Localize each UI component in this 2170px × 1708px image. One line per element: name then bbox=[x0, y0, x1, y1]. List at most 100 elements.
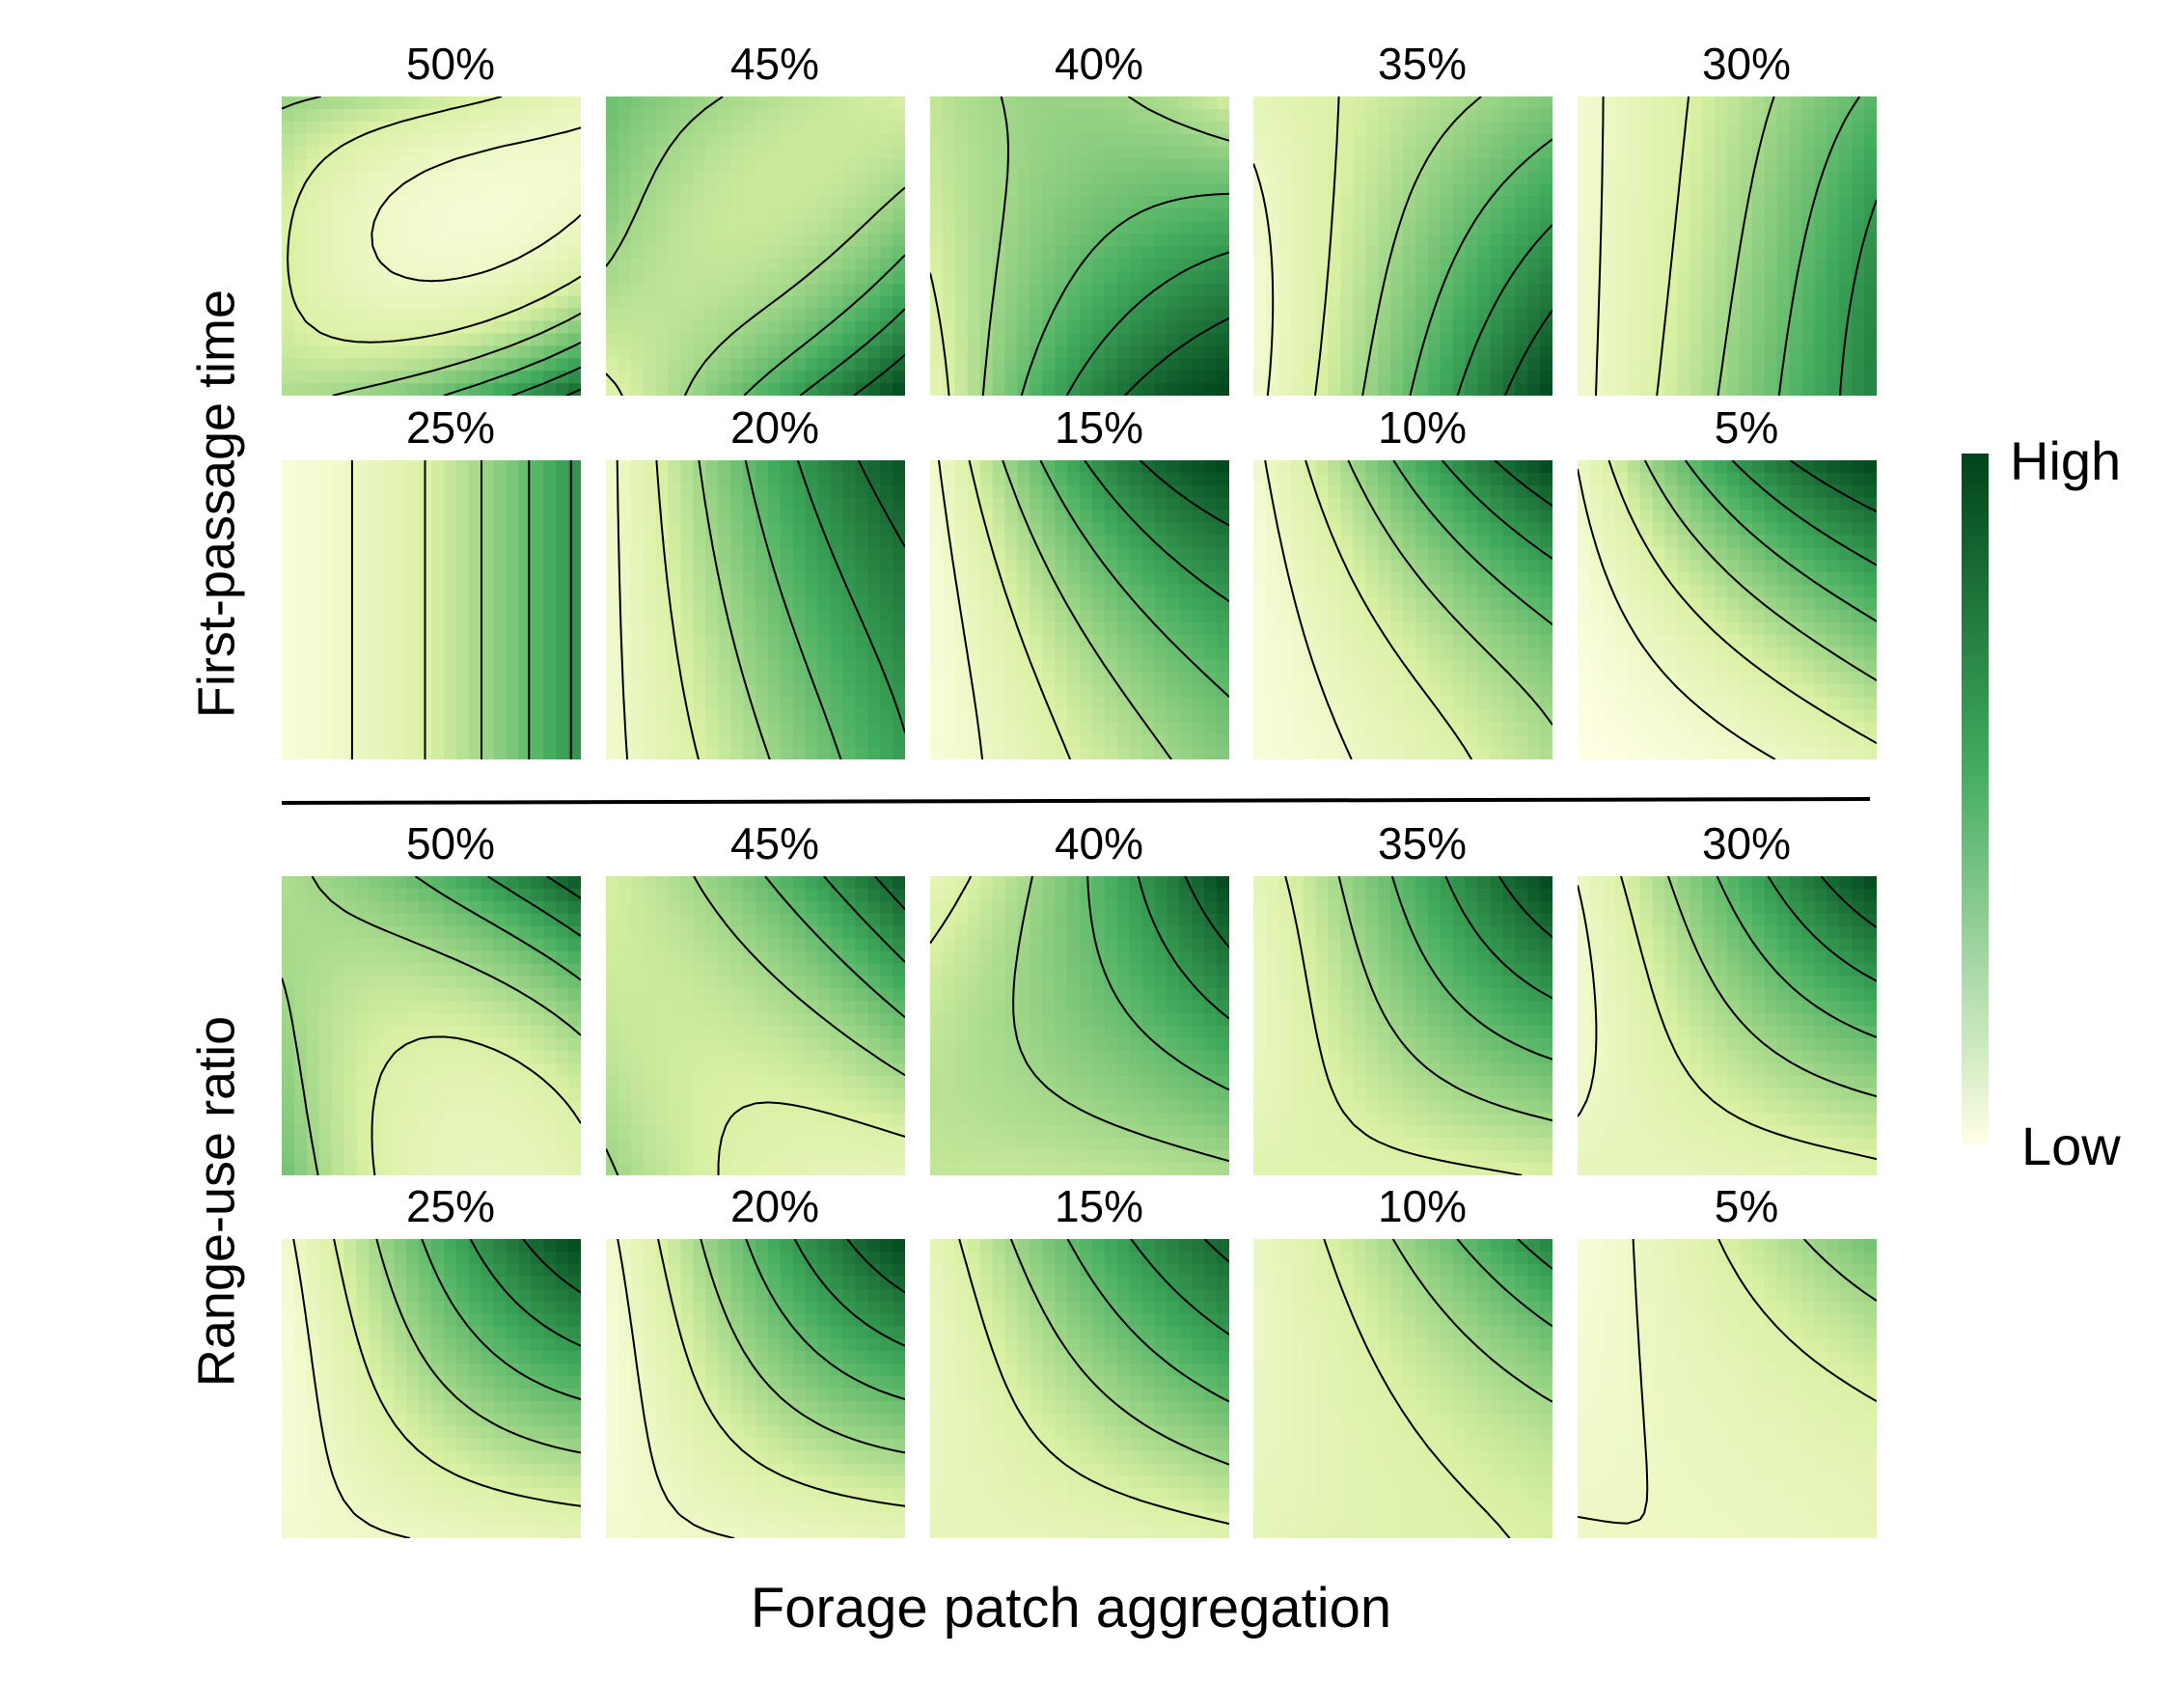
heatmap-panel: 50% bbox=[282, 818, 581, 1175]
contour-line bbox=[745, 1239, 905, 1401]
heatmap-panel: 35% bbox=[1253, 818, 1552, 1175]
heatmap-cells bbox=[1253, 876, 1552, 1175]
panel-title: 45% bbox=[730, 818, 819, 868]
contour-line bbox=[846, 1239, 905, 1294]
heatmap-panel: 15% bbox=[930, 402, 1229, 759]
contour-line bbox=[333, 1239, 581, 1507]
panel-title: 10% bbox=[1378, 402, 1467, 453]
contour-line bbox=[1441, 460, 1552, 560]
contour-line bbox=[511, 366, 581, 396]
contour-line bbox=[1392, 460, 1552, 626]
group-separator-line bbox=[281, 797, 1871, 805]
panel-title: 40% bbox=[1055, 818, 1143, 868]
heatmap-panel: 25% bbox=[282, 402, 581, 759]
contour-line bbox=[1820, 876, 1877, 929]
heatmap-panel: 25% bbox=[282, 1181, 581, 1538]
contour-line bbox=[1390, 876, 1552, 1061]
heatmap-cells bbox=[1253, 1239, 1552, 1538]
panel-title: 5% bbox=[1715, 402, 1778, 453]
contour-line bbox=[799, 308, 905, 396]
heatmap-cells bbox=[1578, 1239, 1877, 1538]
contour-line bbox=[1323, 1239, 1511, 1538]
contour-line bbox=[1347, 460, 1552, 726]
contour-line bbox=[958, 1239, 1229, 1526]
heatmap-cells bbox=[1253, 96, 1552, 396]
contour-line bbox=[1607, 460, 1877, 744]
contour-line bbox=[1264, 460, 1353, 759]
contour-line bbox=[617, 1239, 735, 1538]
heatmap-panel: 40% bbox=[930, 39, 1229, 396]
contour-line bbox=[1139, 460, 1229, 527]
contour-line bbox=[698, 460, 771, 759]
contour-line bbox=[1456, 224, 1552, 396]
contour-line bbox=[1717, 1239, 1877, 1402]
panel-title: 25% bbox=[406, 1181, 495, 1231]
contour-line bbox=[1666, 876, 1877, 1098]
contour-line bbox=[1184, 876, 1229, 949]
heatmap-cells bbox=[606, 1239, 905, 1538]
contour-line bbox=[1444, 876, 1552, 1000]
heatmap-panel: 30% bbox=[1578, 818, 1877, 1175]
contour-line bbox=[565, 388, 581, 396]
contour-line bbox=[823, 876, 905, 963]
contour-line bbox=[1717, 96, 1775, 396]
heatmap-panel: 45% bbox=[606, 818, 905, 1175]
heatmap-panel: 10% bbox=[1253, 1181, 1552, 1538]
contour-line bbox=[486, 876, 581, 937]
contour-line bbox=[1716, 876, 1877, 1038]
contour-line bbox=[1020, 192, 1229, 396]
panel-title: 20% bbox=[730, 1181, 819, 1231]
heatmap-panel: 20% bbox=[606, 402, 905, 759]
heatmap-panel: 20% bbox=[606, 1181, 905, 1538]
heatmap-cells bbox=[282, 460, 581, 759]
contour-line bbox=[981, 96, 1229, 396]
contour-line bbox=[657, 1239, 905, 1507]
contour-line bbox=[522, 1239, 581, 1294]
contour-line bbox=[1002, 460, 1172, 759]
contour-line bbox=[371, 126, 581, 283]
contour-line bbox=[1494, 460, 1552, 508]
y-axis-label-first-passage-time: First-passage time bbox=[187, 289, 245, 718]
contour-line bbox=[1731, 460, 1877, 566]
contour-line bbox=[1517, 1239, 1552, 1270]
contour-line bbox=[1314, 96, 1340, 396]
x-axis-label: Forage patch aggregation bbox=[751, 1577, 1391, 1639]
contour-line bbox=[282, 876, 581, 1175]
contour-line bbox=[968, 460, 1072, 759]
heatmap-cells bbox=[282, 876, 581, 1175]
heatmap-cells bbox=[282, 1239, 581, 1538]
panel-title: 15% bbox=[1055, 402, 1143, 453]
contour-line bbox=[1284, 876, 1523, 1175]
heatmap-panel: 35% bbox=[1253, 39, 1552, 396]
contour-line bbox=[796, 460, 905, 733]
contour-line bbox=[616, 460, 629, 759]
contour-line bbox=[1409, 138, 1552, 396]
panel-title: 35% bbox=[1378, 818, 1467, 868]
contour-line bbox=[1337, 876, 1552, 1122]
heatmap-cells bbox=[606, 460, 905, 759]
panel-title: 50% bbox=[406, 818, 495, 868]
contour-line bbox=[655, 460, 700, 759]
contour-line bbox=[421, 1239, 581, 1401]
panel-title: 5% bbox=[1715, 1181, 1778, 1231]
heatmap-panel: 45% bbox=[606, 39, 905, 396]
contour-line bbox=[1124, 317, 1229, 396]
contour-line bbox=[1391, 1239, 1552, 1403]
contour-line bbox=[744, 460, 842, 759]
y-axis-label-range-use-ratio: Range-use ratio bbox=[187, 1016, 245, 1387]
panel-grid: 50% 45% 40% 35% 30% 25% 20% 15% 10% 5% 50% 45% 40% 35… bbox=[282, 39, 1877, 1538]
contour-line bbox=[1084, 460, 1229, 603]
contour-line bbox=[1789, 460, 1877, 513]
contour-line bbox=[443, 342, 581, 396]
heatmap-cells bbox=[930, 96, 1229, 396]
contour-line bbox=[371, 1035, 581, 1175]
panel-title: 45% bbox=[730, 39, 819, 89]
contour-line bbox=[1503, 309, 1552, 396]
contour-line bbox=[1361, 96, 1482, 396]
contour-line bbox=[606, 876, 905, 1175]
contour-line bbox=[1497, 876, 1552, 939]
contour-line bbox=[1578, 1239, 1649, 1525]
panel-title: 35% bbox=[1378, 39, 1467, 89]
contour-line bbox=[743, 254, 905, 396]
